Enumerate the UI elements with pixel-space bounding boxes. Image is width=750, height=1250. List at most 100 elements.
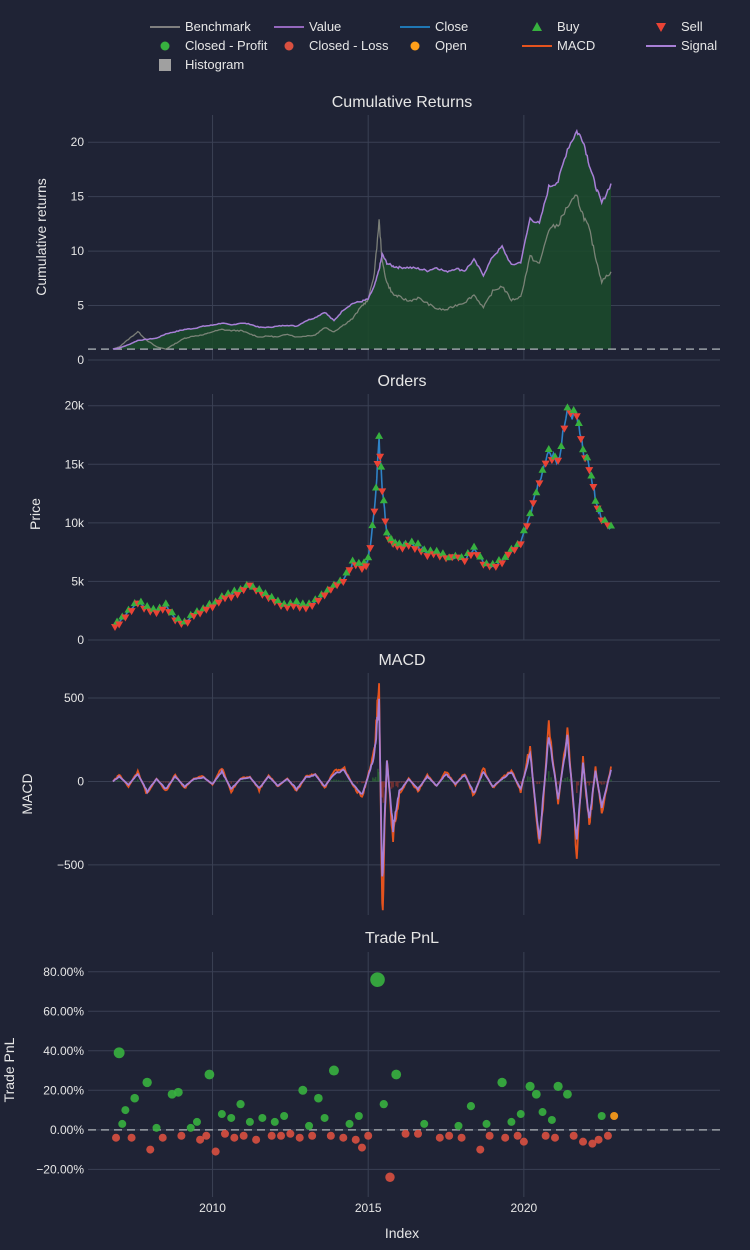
- histogram-bar: [323, 781, 326, 783]
- loss-trade-marker: [457, 1133, 466, 1142]
- legend-item[interactable]: Close: [400, 19, 468, 34]
- loss-trade-marker: [211, 1147, 220, 1156]
- loss-trade-marker: [550, 1133, 559, 1142]
- cumulative-returns-ylabel: Cumulative returns: [33, 178, 49, 296]
- histogram-bar: [510, 780, 513, 782]
- signal-line: [112, 698, 612, 877]
- macd-panel: MACD MACD −500 0 500: [19, 652, 720, 915]
- histogram-bar: [335, 779, 338, 782]
- loss-trade-marker: [177, 1131, 186, 1140]
- buy-marker: [255, 584, 264, 592]
- profit-trade-marker: [314, 1093, 323, 1103]
- sell-marker: [196, 610, 205, 618]
- legend-item[interactable]: Buy: [532, 19, 580, 34]
- histogram-bar: [524, 780, 527, 782]
- histogram-bar: [501, 780, 503, 782]
- profit-trade-marker: [227, 1113, 236, 1122]
- profit-trade-marker: [118, 1119, 127, 1128]
- legend-label: Closed - Profit: [185, 38, 268, 53]
- histogram-bar: [582, 777, 584, 782]
- histogram-bar: [356, 781, 359, 784]
- buy-marker: [519, 526, 528, 534]
- histogram-bar: [211, 781, 214, 783]
- macd-title: MACD: [378, 652, 425, 669]
- legend-item[interactable]: Closed - Loss: [284, 38, 389, 53]
- sell-marker: [554, 457, 563, 465]
- legend[interactable]: Benchmark Value Close Buy Sell Closed - Profi…: [150, 19, 717, 72]
- profit-trade-marker: [563, 1089, 572, 1099]
- gridlines: [88, 394, 720, 641]
- histogram-bar: [588, 781, 591, 786]
- profit-trade-marker: [597, 1111, 606, 1120]
- profit-trade-marker: [121, 1106, 130, 1115]
- legend-item[interactable]: Histogram: [159, 57, 244, 72]
- loss-trade-marker: [252, 1135, 261, 1144]
- sell-marker: [239, 587, 248, 595]
- legend-label: Close: [435, 19, 468, 34]
- profit-trade-marker: [245, 1117, 254, 1126]
- macd-ylabel: MACD: [19, 773, 35, 814]
- sell-marker: [326, 586, 335, 594]
- buy-marker: [161, 599, 170, 607]
- legend-item[interactable]: MACD: [522, 38, 595, 53]
- y-tick-label: 20: [71, 135, 85, 149]
- loss-trade-marker: [267, 1131, 276, 1140]
- legend-item[interactable]: Benchmark: [150, 19, 251, 34]
- sell-marker: [208, 604, 217, 612]
- sell-marker: [466, 552, 475, 560]
- histogram-bar: [603, 781, 605, 785]
- histogram-bar: [197, 780, 200, 782]
- loss-trade-marker: [513, 1131, 522, 1140]
- loss-trade-marker: [569, 1131, 578, 1140]
- loss-trade-marker: [286, 1129, 295, 1138]
- histogram-bar: [181, 781, 183, 783]
- sell-marker: [473, 552, 482, 560]
- legend-item[interactable]: Closed - Profit: [160, 38, 268, 53]
- trade-pnl-ylabel: Trade PnL: [1, 1037, 17, 1102]
- histogram-bar: [577, 781, 580, 786]
- legend-item[interactable]: Signal: [646, 38, 717, 53]
- buy-marker: [382, 528, 391, 536]
- histogram-bar: [564, 778, 566, 782]
- profit-trade-marker: [258, 1113, 267, 1122]
- histogram-bar: [547, 771, 550, 782]
- buy-marker: [607, 521, 616, 529]
- histogram-bar: [503, 780, 506, 782]
- buy-marker: [563, 403, 572, 411]
- sell-marker: [227, 594, 236, 602]
- y-tick-label: 500: [64, 691, 84, 705]
- profit-trade-marker: [130, 1093, 139, 1103]
- sell-marker: [366, 545, 375, 553]
- histogram-bar: [445, 780, 447, 782]
- histogram-bar: [599, 781, 601, 784]
- x-tick-label: 2020: [511, 1201, 538, 1215]
- buy-marker: [600, 515, 609, 523]
- histogram-bar: [162, 781, 165, 783]
- y-tick-label: −20.00%: [36, 1162, 84, 1176]
- histogram-bar: [347, 780, 349, 782]
- buy-marker: [174, 614, 183, 622]
- x-tick-label: 2015: [355, 1201, 382, 1215]
- y-tick-label: 5: [77, 299, 84, 313]
- loss-trade-marker: [220, 1129, 229, 1138]
- legend-label: MACD: [557, 38, 595, 53]
- legend-label: Histogram: [185, 57, 244, 72]
- sell-marker: [308, 602, 317, 610]
- sell-marker: [301, 605, 310, 613]
- legend-item[interactable]: Open: [410, 38, 467, 53]
- histogram-bar: [373, 778, 376, 782]
- histogram-bar: [412, 781, 415, 783]
- legend-item[interactable]: Value: [274, 19, 341, 34]
- benchmark-line: [112, 194, 612, 350]
- histogram-bar: [517, 781, 520, 783]
- legend-label: Signal: [681, 38, 717, 53]
- legend-item[interactable]: Sell: [656, 19, 703, 34]
- sell-marker: [214, 599, 223, 607]
- sell-marker: [189, 613, 198, 621]
- histogram-bar: [354, 781, 356, 783]
- buy-marker: [292, 597, 301, 605]
- sell-marker: [404, 542, 413, 550]
- y-tick-label: 15k: [65, 457, 85, 471]
- profit-trade-marker: [320, 1113, 329, 1122]
- buy-marker: [432, 546, 441, 554]
